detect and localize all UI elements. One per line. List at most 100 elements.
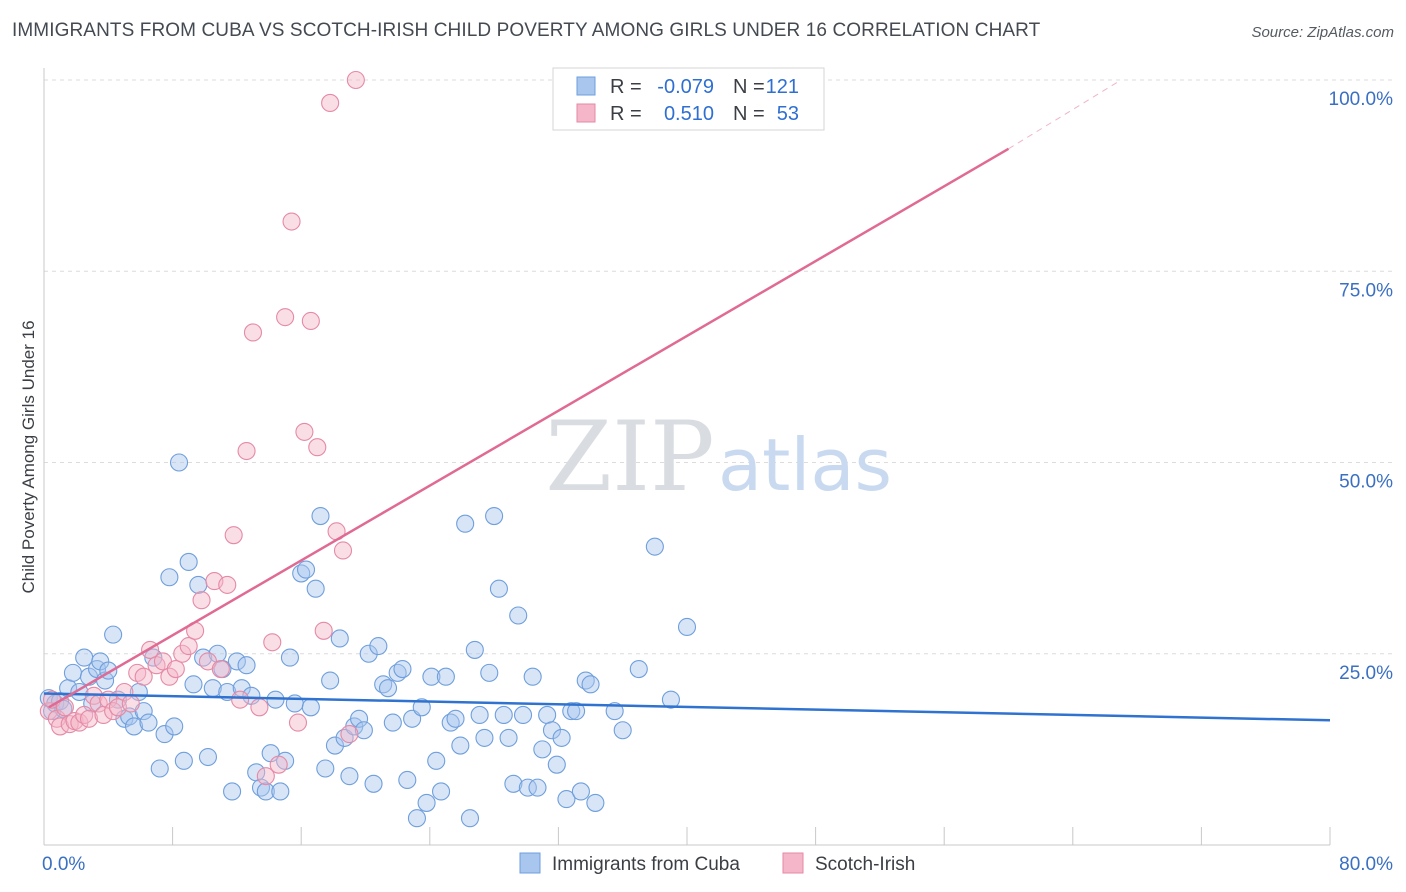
cuba-point-60 bbox=[325, 736, 345, 755]
cuba-point-27 bbox=[165, 717, 184, 736]
legend-r-label-1: R = bbox=[610, 76, 642, 98]
cuba-point-30 bbox=[179, 552, 198, 572]
legend-r-value-2: 0.510 bbox=[664, 103, 714, 125]
cuba-point-113 bbox=[581, 675, 600, 694]
cuba-point-46 bbox=[256, 782, 275, 801]
cuba-point-80 bbox=[422, 667, 441, 686]
legend-swatch-blue bbox=[576, 76, 596, 96]
series-legend-swatch-pink bbox=[782, 852, 804, 874]
chart-title: IMMIGRANTS FROM CUBA VS SCOTCH-IRISH CHI… bbox=[12, 20, 1041, 41]
cuba-point-114 bbox=[586, 793, 605, 812]
scotch-irish-point-48 bbox=[321, 93, 340, 112]
cuba-point-115 bbox=[613, 721, 632, 740]
cuba-point-19 bbox=[124, 717, 144, 736]
scotch-irish-point-39 bbox=[263, 633, 282, 652]
data-points bbox=[39, 70, 697, 828]
cuba-point-108 bbox=[557, 790, 576, 809]
cuba-point-93 bbox=[485, 506, 504, 526]
scotch-irish-point-19 bbox=[134, 667, 153, 686]
cuba-point-39 bbox=[223, 782, 242, 801]
scotch-irish-point-35 bbox=[237, 441, 256, 461]
trend-lines bbox=[43, 79, 1331, 722]
y-tick-label-1: 50.0% bbox=[1339, 472, 1393, 493]
cuba-point-99 bbox=[513, 705, 533, 725]
scotch-irish-point-24 bbox=[166, 659, 185, 679]
cuba-point-66 bbox=[354, 721, 373, 740]
cuba-point-56 bbox=[306, 579, 325, 598]
cuba-point-68 bbox=[364, 774, 383, 793]
cuba-point-42 bbox=[237, 656, 256, 675]
scotch-irish-point-38 bbox=[256, 767, 275, 786]
cuba-point-85 bbox=[446, 709, 465, 728]
cuba-point-120 bbox=[605, 702, 624, 721]
cuba-point-81 bbox=[427, 751, 446, 770]
cuba-point-32 bbox=[189, 575, 208, 594]
series-legend-label-blue: Immigrants from Cuba bbox=[552, 854, 740, 875]
scotch-irish-point-40 bbox=[269, 755, 288, 774]
cuba-point-69 bbox=[369, 637, 388, 656]
cuba-point-100 bbox=[518, 778, 537, 797]
scotch-irish-point-43 bbox=[288, 713, 308, 732]
cuba-point-105 bbox=[542, 721, 562, 740]
cuba-point-61 bbox=[330, 629, 349, 648]
scotch-irish-point-23 bbox=[160, 667, 179, 686]
cuba-point-63 bbox=[340, 767, 359, 786]
scotch-irish-point-5 bbox=[60, 715, 79, 734]
cuba-point-65 bbox=[350, 709, 369, 728]
cuba-point-90 bbox=[470, 705, 489, 725]
cuba-point-111 bbox=[571, 782, 590, 801]
scotch-irish-trend-line-extension bbox=[1008, 79, 1122, 150]
x-tick-label-1: 80.0% bbox=[1339, 854, 1393, 875]
scotch-irish-point-36 bbox=[243, 323, 263, 342]
cuba-point-54 bbox=[296, 560, 316, 579]
legend-n-value-1: 121 bbox=[766, 76, 799, 98]
cuba-point-106 bbox=[547, 755, 566, 774]
grid-lines bbox=[44, 79, 1394, 655]
cuba-point-40 bbox=[227, 652, 246, 671]
cuba-point-107 bbox=[552, 728, 571, 747]
cuba-point-31 bbox=[184, 675, 203, 694]
legend-n-label-1: N = bbox=[733, 76, 765, 98]
x-tick-label-0: 0.0% bbox=[42, 854, 85, 875]
cuba-point-97 bbox=[504, 774, 523, 793]
cuba-point-75 bbox=[398, 770, 417, 790]
cuba-point-77 bbox=[407, 809, 426, 828]
cuba-point-25 bbox=[155, 725, 174, 744]
cuba-point-72 bbox=[383, 713, 402, 732]
scotch-irish-point-44 bbox=[295, 422, 314, 441]
scotch-irish-point-25 bbox=[173, 644, 192, 663]
cuba-point-34 bbox=[198, 747, 218, 767]
y-tick-label-0: 25.0% bbox=[1339, 663, 1393, 684]
scotch-irish-point-26 bbox=[179, 637, 198, 656]
cuba-trend-line bbox=[43, 692, 1331, 722]
scotch-irish-point-41 bbox=[276, 308, 295, 327]
axes bbox=[43, 68, 1331, 846]
cuba-point-103 bbox=[533, 740, 552, 759]
cuba-point-116 bbox=[629, 659, 648, 679]
cuba-point-15 bbox=[104, 625, 123, 644]
cuba-point-102 bbox=[528, 778, 547, 797]
cuba-point-51 bbox=[280, 648, 299, 667]
cuba-point-87 bbox=[456, 514, 475, 533]
cuba-point-91 bbox=[475, 728, 494, 747]
scotch-irish-point-46 bbox=[308, 438, 327, 457]
cuba-point-95 bbox=[494, 705, 513, 725]
series-legend-swatch-blue bbox=[519, 852, 541, 874]
cuba-point-94 bbox=[489, 579, 508, 598]
legend-box bbox=[552, 67, 825, 131]
cuba-point-58 bbox=[316, 759, 335, 778]
scotch-irish-point-37 bbox=[250, 698, 269, 717]
cuba-point-92 bbox=[480, 663, 499, 682]
cuba-point-83 bbox=[436, 667, 455, 686]
chart-source: Source: ZipAtlas.com bbox=[1251, 24, 1394, 41]
scotch-irish-point-34 bbox=[231, 690, 250, 709]
y-axis-title: Child Poverty Among Girls Under 16 bbox=[19, 320, 38, 593]
cuba-point-118 bbox=[661, 690, 680, 709]
watermark-atlas: atlas bbox=[718, 423, 892, 507]
legend-r-value-1: -0.079 bbox=[657, 76, 714, 98]
cuba-point-24 bbox=[150, 759, 169, 778]
series-legend-label-pink: Scotch-Irish bbox=[815, 854, 915, 875]
cuba-point-96 bbox=[499, 728, 518, 747]
scotch-irish-point-50 bbox=[333, 541, 353, 560]
